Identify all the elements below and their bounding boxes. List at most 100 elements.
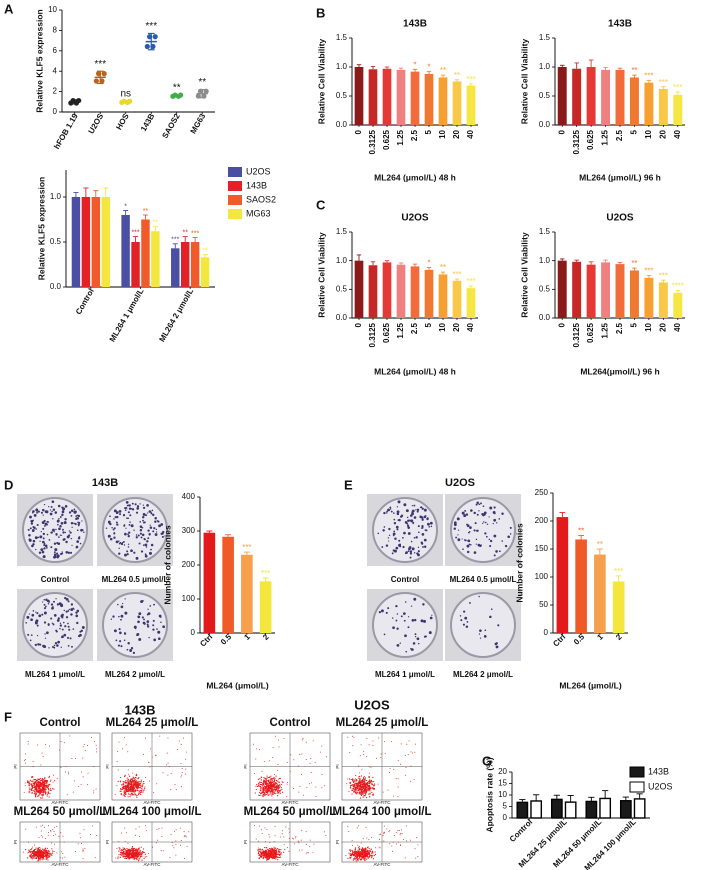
x-tick-label: Ctrl — [198, 632, 214, 648]
cell-event — [366, 797, 367, 798]
colony — [501, 540, 503, 542]
panel-label: F — [4, 709, 12, 724]
cell-event — [28, 842, 29, 843]
cell-event — [120, 852, 121, 853]
x-tick-label: 1.25 — [396, 129, 405, 145]
flow-caption: Control — [40, 717, 81, 729]
colony — [466, 513, 468, 515]
cell-event — [82, 851, 83, 852]
cell-event — [267, 783, 268, 784]
colony — [120, 542, 122, 544]
cell-event — [43, 857, 44, 858]
cell-event — [170, 789, 171, 790]
cell-event — [141, 856, 142, 857]
cell-event — [282, 792, 283, 793]
cell-event — [383, 841, 384, 842]
colony — [129, 524, 131, 526]
cell-event — [258, 795, 259, 796]
cell-event — [134, 778, 135, 779]
colony — [158, 637, 161, 640]
cell-event — [145, 787, 146, 788]
cell-event — [360, 778, 361, 779]
cell-event — [348, 831, 349, 832]
cell-event — [409, 740, 410, 741]
cell-event — [267, 780, 268, 781]
cell-event — [127, 751, 128, 752]
colony — [71, 538, 72, 539]
colony — [136, 507, 139, 510]
y-axis-label: Relative KLF5 expression — [34, 9, 44, 112]
significance: ** — [440, 263, 446, 272]
colony — [28, 534, 31, 537]
cell-event — [367, 856, 368, 857]
cell-event — [63, 835, 64, 836]
cell-event — [69, 736, 70, 737]
cell-event — [269, 850, 270, 851]
cell-event — [38, 847, 39, 848]
group-title: U2OS — [445, 477, 475, 489]
colony — [141, 536, 143, 538]
cell-event — [144, 788, 145, 789]
x-tick-label: 20 — [658, 322, 667, 331]
cell-event — [372, 777, 373, 778]
cell-event — [33, 857, 34, 858]
cell-event — [384, 741, 385, 742]
colony — [54, 531, 55, 532]
cell-event — [44, 790, 45, 791]
cell-event — [368, 785, 369, 786]
y-tick-label: 0.0 — [336, 120, 348, 129]
cell-event — [177, 749, 178, 750]
cell-event — [265, 795, 266, 796]
colony — [473, 512, 475, 514]
cell-event — [48, 832, 49, 833]
colony — [147, 537, 149, 539]
cell-event — [125, 794, 126, 795]
cell-event — [124, 848, 125, 849]
colony — [127, 533, 129, 535]
cell-event — [393, 769, 394, 770]
cell-event — [259, 795, 260, 796]
cell-event — [356, 790, 357, 791]
cell-event — [358, 858, 359, 859]
cell-event — [379, 847, 380, 848]
colony — [483, 505, 485, 507]
colony — [129, 508, 131, 510]
cell-event — [351, 785, 352, 786]
cell-event — [272, 780, 273, 781]
cell-event — [293, 838, 294, 839]
colony — [149, 605, 151, 607]
cell-event — [167, 737, 168, 738]
cell-event — [358, 855, 359, 856]
cell-event — [285, 826, 286, 827]
cell-event — [68, 772, 69, 773]
colony — [156, 531, 157, 532]
colony — [63, 622, 65, 624]
cell-event — [38, 783, 39, 784]
cell-event — [308, 852, 309, 853]
group-title: 143B — [92, 477, 118, 489]
colony — [414, 537, 416, 539]
cell-event — [369, 856, 370, 857]
colony — [493, 535, 496, 538]
cell-event — [360, 793, 361, 794]
colony — [138, 534, 140, 536]
cell-event — [363, 787, 364, 788]
cell-event — [357, 850, 358, 851]
cell-event — [306, 831, 307, 832]
colony — [412, 547, 415, 550]
cell-event — [171, 773, 172, 774]
colony — [397, 613, 398, 614]
cell-event — [138, 860, 139, 861]
cell-event — [120, 781, 121, 782]
sample-marker — [153, 34, 158, 39]
cell-event — [30, 857, 31, 858]
cell-event — [135, 852, 136, 853]
cell-event — [378, 738, 379, 739]
cell-event — [135, 835, 136, 836]
bar — [171, 248, 179, 287]
cell-event — [362, 784, 363, 785]
colony — [142, 516, 144, 518]
cell-event — [127, 843, 128, 844]
cell-event — [132, 789, 133, 790]
colony — [115, 516, 117, 518]
